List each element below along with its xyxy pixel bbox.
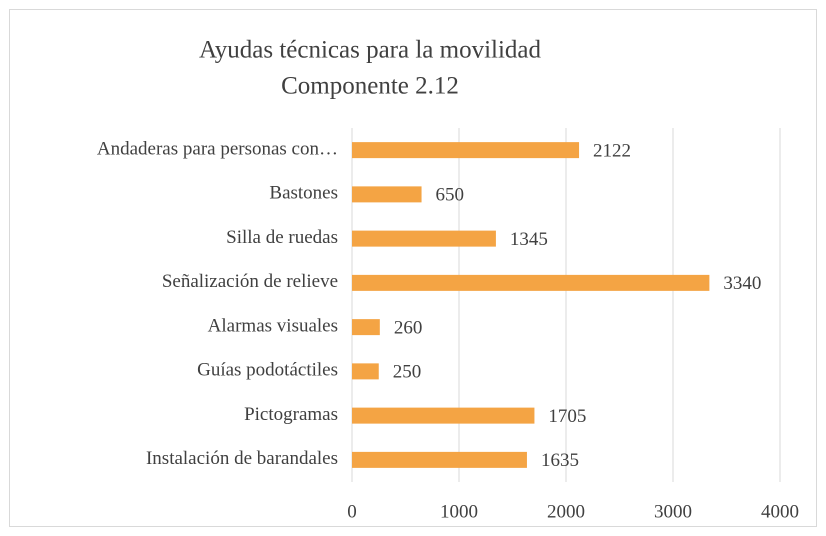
- y-tick-label: Señalización de relieve: [162, 271, 338, 292]
- x-tick-label: 0: [347, 501, 357, 522]
- y-tick-label: Instalación de barandales: [146, 448, 338, 469]
- bar: [352, 142, 580, 159]
- value-label: 1705: [548, 406, 586, 427]
- y-tick-label: Pictogramas: [244, 404, 338, 425]
- bar: [352, 230, 496, 247]
- bar: [352, 319, 380, 336]
- bar: [352, 451, 527, 468]
- y-tick-label: Guías podotáctiles: [197, 360, 338, 381]
- x-tick-label: 3000: [654, 501, 692, 522]
- bar: [352, 274, 710, 291]
- x-tick-label: 1000: [440, 501, 478, 522]
- y-tick-label: Bastones: [269, 183, 338, 204]
- bar: [352, 407, 535, 424]
- value-label: 1635: [541, 450, 579, 471]
- y-tick-label: Silla de ruedas: [226, 227, 338, 248]
- x-tick-label: 4000: [761, 501, 799, 522]
- value-label: 260: [394, 317, 423, 338]
- y-tick-label: Andaderas para personas con…: [97, 138, 338, 159]
- chart-title: Ayudas técnicas para la movilidad: [199, 37, 542, 64]
- value-label: 2122: [593, 140, 631, 161]
- x-tick-label: 2000: [547, 501, 585, 522]
- value-label: 1345: [510, 229, 548, 250]
- value-label: 650: [436, 185, 465, 206]
- chart-subtitle: Componente 2.12: [281, 73, 459, 100]
- bar: [352, 363, 379, 380]
- bar: [352, 186, 422, 203]
- chart-border: [9, 9, 817, 527]
- value-label: 3340: [723, 273, 761, 294]
- value-label: 250: [393, 362, 422, 383]
- y-tick-label: Alarmas visuales: [208, 315, 338, 336]
